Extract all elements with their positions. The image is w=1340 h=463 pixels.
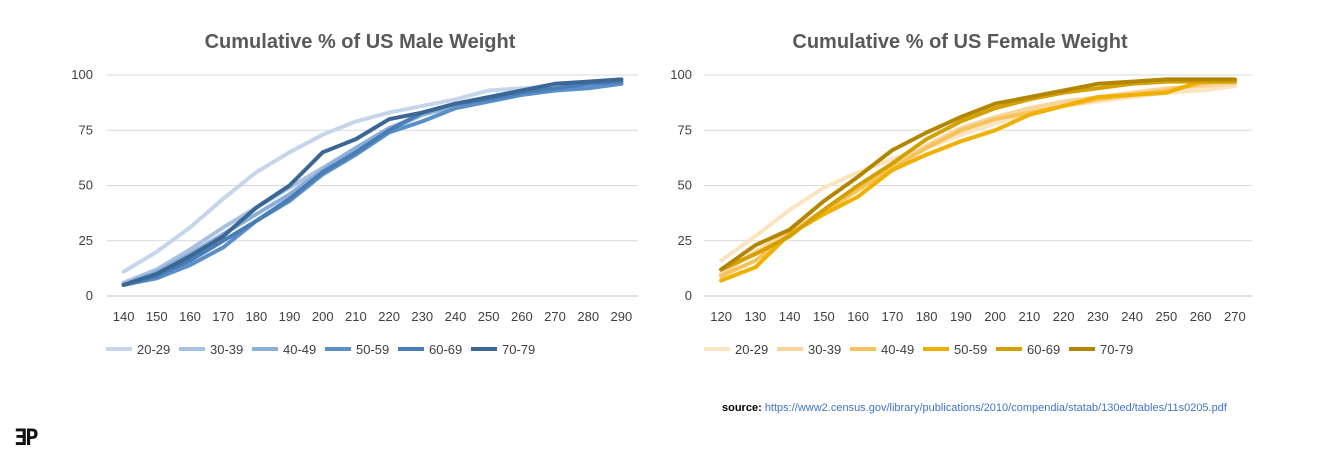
x-tick-label: 270 xyxy=(1224,309,1246,324)
female-weight-chart: Cumulative % of US Female Weight 0 25 50 75 1… xyxy=(670,31,1252,357)
x-tick-label: 200 xyxy=(312,309,334,324)
legend-item-30-39: 30-39 xyxy=(777,342,841,357)
source-note: source: https://www2.census.gov/library/… xyxy=(722,402,1227,414)
x-tick-label: 160 xyxy=(847,309,869,324)
legend-label: 20-29 xyxy=(735,342,768,357)
x-tick-label: 160 xyxy=(179,309,201,324)
legend-item-40-49: 40-49 xyxy=(252,342,316,357)
x-tick-label: 190 xyxy=(950,309,972,324)
legend-item-40-49: 40-49 xyxy=(850,342,914,357)
brand-logo-text: ƎP xyxy=(14,426,38,451)
x-tick-label: 250 xyxy=(478,309,500,324)
male-weight-chart: Cumulative % of US Male Weight 0 25 50 75 100… xyxy=(71,31,638,357)
series-line-70-79 xyxy=(121,77,624,287)
source-link[interactable]: https://www2.census.gov/library/publicat… xyxy=(764,402,1227,414)
x-tick-label: 210 xyxy=(345,309,367,324)
legend-item-20-29: 20-29 xyxy=(704,342,768,357)
x-tick-label: 210 xyxy=(1019,309,1041,324)
x-tick-label: 150 xyxy=(146,309,168,324)
series-line-60-69 xyxy=(121,79,624,287)
x-tick-label: 190 xyxy=(279,309,301,324)
x-tick-label: 120 xyxy=(710,309,732,324)
x-tick-label: 150 xyxy=(813,309,835,324)
x-tick-label: 230 xyxy=(411,309,433,324)
legend-label: 50-59 xyxy=(356,342,389,357)
x-tick-label: 140 xyxy=(113,309,135,324)
legend-label: 70-79 xyxy=(1100,342,1133,357)
legend-label: 40-49 xyxy=(283,342,316,357)
x-tick-label: 220 xyxy=(1053,309,1075,324)
x-tick-label: 140 xyxy=(779,309,801,324)
x-tick-label: 200 xyxy=(984,309,1006,324)
legend-item-50-59: 50-59 xyxy=(325,342,389,357)
y-tick-label: 75 xyxy=(79,122,93,137)
legend-item-50-59: 50-59 xyxy=(923,342,987,357)
legend-label: 70-79 xyxy=(502,342,535,357)
legend-label: 20-29 xyxy=(137,342,170,357)
x-tick-label: 220 xyxy=(378,309,400,324)
legend-label: 50-59 xyxy=(954,342,987,357)
x-tick-label: 240 xyxy=(1121,309,1143,324)
legend-item-70-79: 70-79 xyxy=(471,342,535,357)
x-tick-label: 230 xyxy=(1087,309,1109,324)
x-tick-label: 260 xyxy=(1190,309,1212,324)
y-tick-label: 0 xyxy=(685,288,692,303)
x-tick-label: 270 xyxy=(544,309,566,324)
y-tick-label: 75 xyxy=(678,122,692,137)
x-tick-label: 130 xyxy=(745,309,767,324)
y-tick-label: 25 xyxy=(678,233,692,248)
y-tick-label: 100 xyxy=(71,67,93,82)
legend-item-60-69: 60-69 xyxy=(996,342,1060,357)
y-tick-label: 50 xyxy=(678,178,692,193)
chart-title: Cumulative % of US Female Weight xyxy=(792,31,1128,53)
x-tick-label: 250 xyxy=(1156,309,1178,324)
x-tick-label: 290 xyxy=(611,309,633,324)
chart-title: Cumulative % of US Male Weight xyxy=(205,31,516,53)
y-tick-label: 100 xyxy=(670,67,692,82)
legend-label: 60-69 xyxy=(429,342,462,357)
legend-label: 40-49 xyxy=(881,342,914,357)
x-tick-label: 180 xyxy=(916,309,938,324)
legend-item-30-39: 30-39 xyxy=(179,342,243,357)
legend-label: 60-69 xyxy=(1027,342,1060,357)
y-tick-label: 25 xyxy=(79,233,93,248)
legend-item-20-29: 20-29 xyxy=(106,342,170,357)
x-tick-label: 260 xyxy=(511,309,533,324)
source-label: source: xyxy=(722,402,762,414)
legend-label: 30-39 xyxy=(210,342,243,357)
x-tick-label: 180 xyxy=(245,309,267,324)
legend-item-60-69: 60-69 xyxy=(398,342,462,357)
x-tick-label: 170 xyxy=(882,309,904,324)
legend-label: 30-39 xyxy=(808,342,841,357)
x-tick-label: 170 xyxy=(212,309,234,324)
legend-item-70-79: 70-79 xyxy=(1069,342,1133,357)
x-tick-label: 240 xyxy=(445,309,467,324)
series-line-60-69 xyxy=(719,79,1237,272)
y-tick-label: 0 xyxy=(86,288,93,303)
y-tick-label: 50 xyxy=(79,178,93,193)
x-tick-label: 280 xyxy=(577,309,599,324)
series-line-70-79 xyxy=(719,77,1237,272)
brand-logo: ƎP xyxy=(14,426,38,451)
